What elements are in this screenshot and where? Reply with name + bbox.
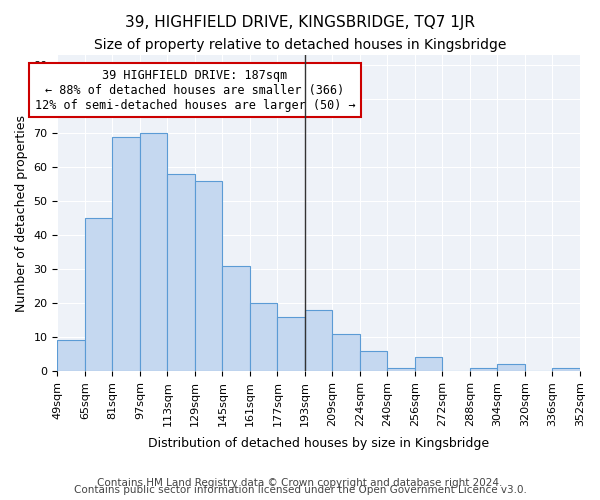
Bar — [497, 364, 525, 371]
Bar — [332, 334, 360, 371]
Bar — [470, 368, 497, 371]
Y-axis label: Number of detached properties: Number of detached properties — [15, 114, 28, 312]
Bar — [553, 368, 580, 371]
Bar — [195, 180, 223, 371]
Text: Contains HM Land Registry data © Crown copyright and database right 2024.: Contains HM Land Registry data © Crown c… — [97, 478, 503, 488]
X-axis label: Distribution of detached houses by size in Kingsbridge: Distribution of detached houses by size … — [148, 437, 489, 450]
Bar — [58, 340, 85, 371]
Text: 39, HIGHFIELD DRIVE, KINGSBRIDGE, TQ7 1JR: 39, HIGHFIELD DRIVE, KINGSBRIDGE, TQ7 1J… — [125, 15, 475, 30]
Bar — [167, 174, 195, 371]
Bar — [360, 350, 388, 371]
Bar — [112, 136, 140, 371]
Bar — [415, 358, 442, 371]
Text: Size of property relative to detached houses in Kingsbridge: Size of property relative to detached ho… — [94, 38, 506, 52]
Bar — [250, 303, 277, 371]
Bar — [305, 310, 332, 371]
Bar — [277, 316, 305, 371]
Text: 39 HIGHFIELD DRIVE: 187sqm
← 88% of detached houses are smaller (366)
12% of sem: 39 HIGHFIELD DRIVE: 187sqm ← 88% of deta… — [35, 68, 355, 112]
Text: Contains public sector information licensed under the Open Government Licence v3: Contains public sector information licen… — [74, 485, 526, 495]
Bar — [388, 368, 415, 371]
Bar — [140, 133, 167, 371]
Bar — [85, 218, 112, 371]
Bar — [223, 266, 250, 371]
